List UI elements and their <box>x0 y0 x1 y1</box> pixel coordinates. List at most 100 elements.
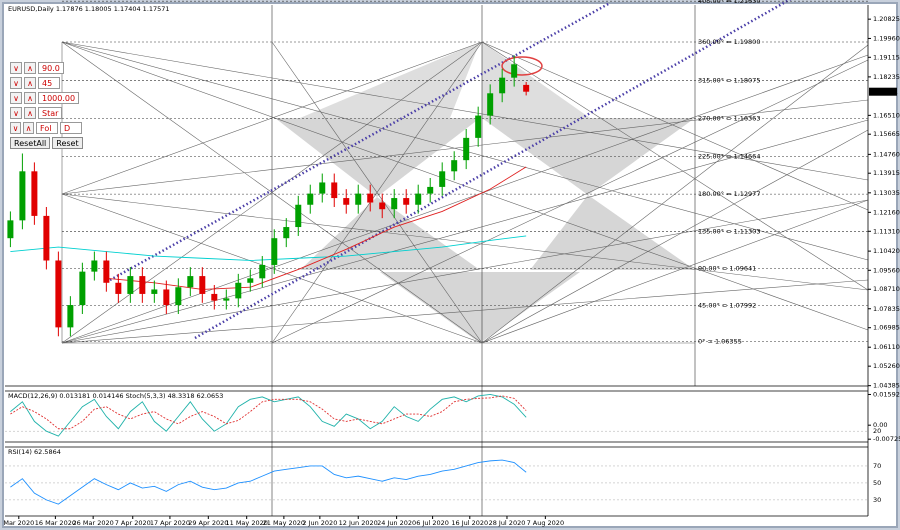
indicator-line <box>10 395 527 430</box>
candle-body <box>427 186 434 194</box>
gann-level-label: 90.00° = 1.09641 <box>698 264 756 272</box>
y-tick-label: 1.13915 <box>873 169 900 177</box>
candle-body <box>103 260 110 283</box>
candle-body <box>487 93 494 116</box>
y2-tick-label: -0.007256 <box>873 435 900 443</box>
step-button[interactable]: ∨ <box>10 92 22 104</box>
candle-body <box>163 289 170 306</box>
step-button[interactable]: ∧ <box>23 122 34 134</box>
gann-level-label: 45.00° = 1.07992 <box>698 301 756 309</box>
input-field[interactable]: 45 <box>38 77 60 89</box>
step-button[interactable]: ∨ <box>10 122 21 134</box>
candle-body <box>19 171 26 221</box>
candle-body <box>31 171 38 216</box>
x-tick-label: 28 Jul 2020 <box>489 519 526 527</box>
panel-title: MACD(12,26,9) 0.013181 0.014146 Stoch(5,… <box>8 392 223 400</box>
y-tick-label: 30 <box>873 496 881 504</box>
gann-level-label: 270.00° = 1.16363 <box>698 115 760 123</box>
last-price: 1.17571 <box>871 88 898 96</box>
x-tick-label: 21 May 2020 <box>263 519 305 527</box>
y-tick-label: 1.20825 <box>873 15 900 23</box>
candle-body <box>415 193 422 205</box>
y-tick-label: 1.10420 <box>873 247 900 255</box>
control-row: ∨ ∧ Star <box>10 107 82 119</box>
candle-body <box>127 276 134 294</box>
input-field[interactable]: Star <box>38 107 63 119</box>
step-button[interactable]: ∨ <box>10 62 22 74</box>
indicator-line <box>10 393 527 437</box>
step-button[interactable]: ∧ <box>24 62 36 74</box>
candle-body <box>523 84 530 92</box>
y-tick-label: 1.05260 <box>873 362 900 370</box>
candle-body <box>247 278 254 283</box>
candle-body <box>511 64 518 78</box>
gann-level-label: 225.00° = 1.14664 <box>698 153 760 161</box>
input-field[interactable]: 90.0 <box>38 62 64 74</box>
step-button[interactable]: ∧ <box>24 77 36 89</box>
y-tick-label: 1.14760 <box>873 150 900 158</box>
x-tick-label: 26 Mar 2020 <box>73 519 114 527</box>
step-button[interactable]: ∨ <box>10 107 22 119</box>
gann-level-label: 0° = 1.06355 <box>698 338 742 346</box>
candle-body <box>439 171 446 187</box>
candle-body <box>259 264 266 279</box>
x-tick-label: 7 Aug 2020 <box>527 519 565 527</box>
step-button[interactable]: ∧ <box>24 92 36 104</box>
candle-body <box>367 193 374 203</box>
candle-body <box>271 238 278 265</box>
candle-body <box>463 137 470 161</box>
candle-body <box>283 227 290 239</box>
candle-body <box>391 198 398 210</box>
action-row: ResetAll Reset <box>10 137 83 149</box>
x-tick-label: 2 Jun 2020 <box>302 519 337 527</box>
candle-body <box>79 271 86 306</box>
indicator-line <box>10 459 527 505</box>
y-tick-label: 1.06985 <box>873 324 900 332</box>
candle-body <box>43 215 50 261</box>
y-tick-label: 1.06110 <box>873 343 900 351</box>
candle-body <box>151 289 158 294</box>
step-button[interactable]: ∧ <box>24 107 36 119</box>
action-button[interactable]: Reset <box>52 137 83 149</box>
candle-body <box>307 193 314 205</box>
candle-body <box>67 305 74 328</box>
price-box <box>869 87 897 96</box>
x-tick-label: 16 Jul 2020 <box>451 519 488 527</box>
gann-level-label: 135.00° = 1.11303 <box>698 227 760 235</box>
gann-level-label: 315.00° = 1.18075 <box>698 76 760 84</box>
input-field[interactable]: 1000.00 <box>38 92 80 104</box>
gann-level-label: 360.00° = 1.19800 <box>698 38 760 46</box>
y-tick-label: 1.15665 <box>873 130 900 138</box>
channel-line <box>109 1 611 282</box>
y-tick-label: 1.11310 <box>873 227 900 235</box>
input-field[interactable]: Fol <box>36 122 58 134</box>
y-tick-label: 1.19960 <box>873 34 900 42</box>
candle-body <box>451 160 458 172</box>
y-tick-label: 1.08710 <box>873 285 900 293</box>
y-tick-label: 1.13035 <box>873 189 900 197</box>
input-field[interactable]: D <box>60 122 82 134</box>
candle-body <box>343 198 350 205</box>
y-tick-label: 1.12160 <box>873 208 900 216</box>
candle-body <box>379 202 386 210</box>
x-tick-label: 12 Jun 2020 <box>339 519 378 527</box>
y2-tick-label: 0.00 <box>873 421 887 429</box>
candle-body <box>175 287 182 306</box>
candle-body <box>475 115 482 138</box>
control-row: ∨ ∧ 90.0 <box>10 62 82 74</box>
gann-level-label: 405.00° = 1.21630 <box>698 0 760 5</box>
candle-body <box>55 260 62 328</box>
candle-body <box>115 282 122 294</box>
x-tick-label: 29 Apr 2020 <box>188 519 228 527</box>
x-tick-label: 16 Mar 2020 <box>35 519 76 527</box>
channel-line <box>194 0 792 340</box>
action-button[interactable]: ResetAll <box>10 137 51 149</box>
y-tick-label: 1.19115 <box>873 53 900 61</box>
y2-tick-label: 0.015923 <box>873 390 900 398</box>
chart-title: EURUSD,Daily 1.17876 1.18005 1.17404 1.1… <box>8 5 170 13</box>
y-tick-label: 1.07835 <box>873 305 900 313</box>
step-button[interactable]: ∨ <box>10 77 22 89</box>
y-tick-label: 20 <box>873 427 881 435</box>
